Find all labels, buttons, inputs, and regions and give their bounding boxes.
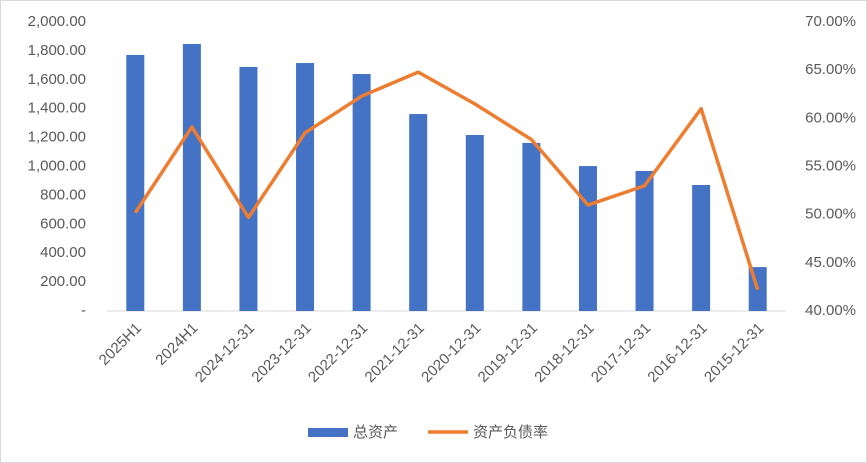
y2-tick-label: 45.00%: [805, 254, 856, 271]
y-tick-label: 600.00: [40, 215, 86, 232]
bar: [522, 142, 541, 311]
bar: [692, 184, 711, 311]
bar: [352, 74, 371, 312]
y2-tick-label: 55.00%: [805, 157, 856, 174]
bar: [296, 63, 315, 312]
y2-tick-label: 70.00%: [805, 13, 856, 30]
y-tick-label: 1,800.00: [28, 42, 86, 59]
y-tick-label: 400.00: [40, 244, 86, 261]
y-tick-label: 1,600.00: [28, 71, 86, 88]
legend-swatch: [308, 428, 348, 437]
bar: [635, 170, 654, 311]
y-tick-label: -: [81, 302, 86, 319]
y2-tick-label: 65.00%: [805, 61, 856, 78]
y-tick-label: 2,000.00: [28, 13, 86, 30]
bar: [182, 43, 201, 312]
legend-label: 资产负债率: [473, 424, 548, 441]
line: [133, 70, 760, 291]
y-tick-label: 200.00: [40, 273, 86, 290]
y-tick-label: 1,200.00: [28, 129, 86, 146]
bar: [126, 54, 145, 312]
bar: [465, 134, 484, 311]
y-tick-label: 1,400.00: [28, 100, 86, 117]
legend-label: 总资产: [353, 424, 398, 441]
y-tick-label: 1,000.00: [28, 157, 86, 174]
y-tick-label: 800.00: [40, 186, 86, 203]
y2-tick-label: 50.00%: [805, 206, 856, 223]
bar: [409, 114, 428, 311]
bar: [578, 166, 597, 311]
y2-tick-label: 40.00%: [805, 302, 856, 319]
y2-tick-label: 60.00%: [805, 109, 856, 126]
bar: [239, 66, 258, 311]
